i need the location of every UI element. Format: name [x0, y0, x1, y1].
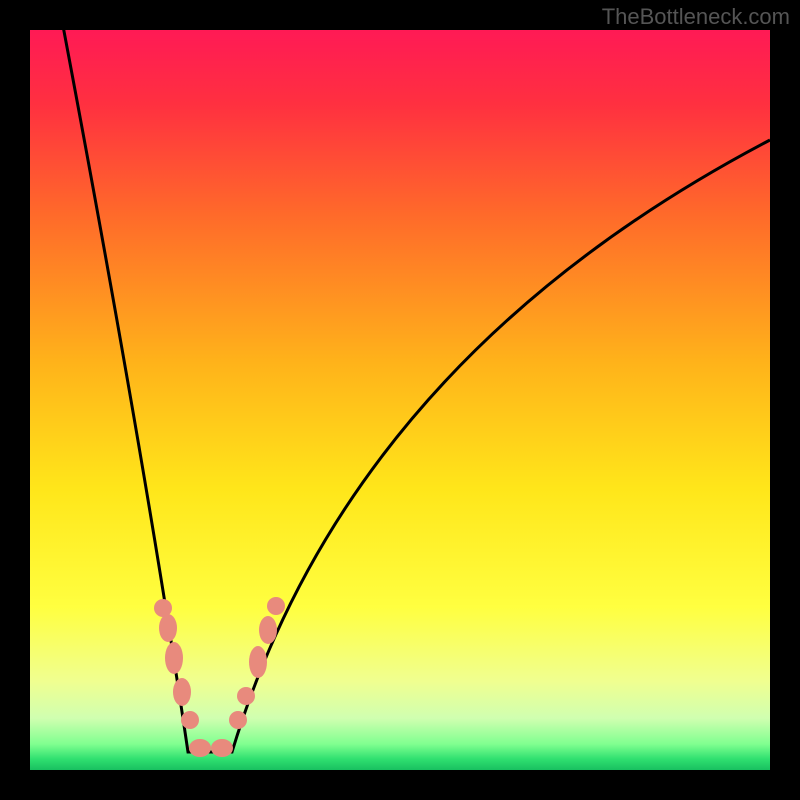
- curve-marker: [211, 739, 233, 757]
- bottleneck-chart: [0, 0, 800, 800]
- chart-container: TheBottleneck.com: [0, 0, 800, 800]
- curve-marker: [181, 711, 199, 729]
- curve-marker: [173, 678, 191, 706]
- curve-marker: [237, 687, 255, 705]
- watermark-text: TheBottleneck.com: [602, 4, 790, 30]
- curve-marker: [259, 616, 277, 644]
- curve-marker: [189, 739, 211, 757]
- curve-marker: [249, 646, 267, 678]
- curve-marker: [159, 614, 177, 642]
- curve-marker: [267, 597, 285, 615]
- curve-marker: [165, 642, 183, 674]
- chart-background: [30, 30, 770, 770]
- curve-marker: [229, 711, 247, 729]
